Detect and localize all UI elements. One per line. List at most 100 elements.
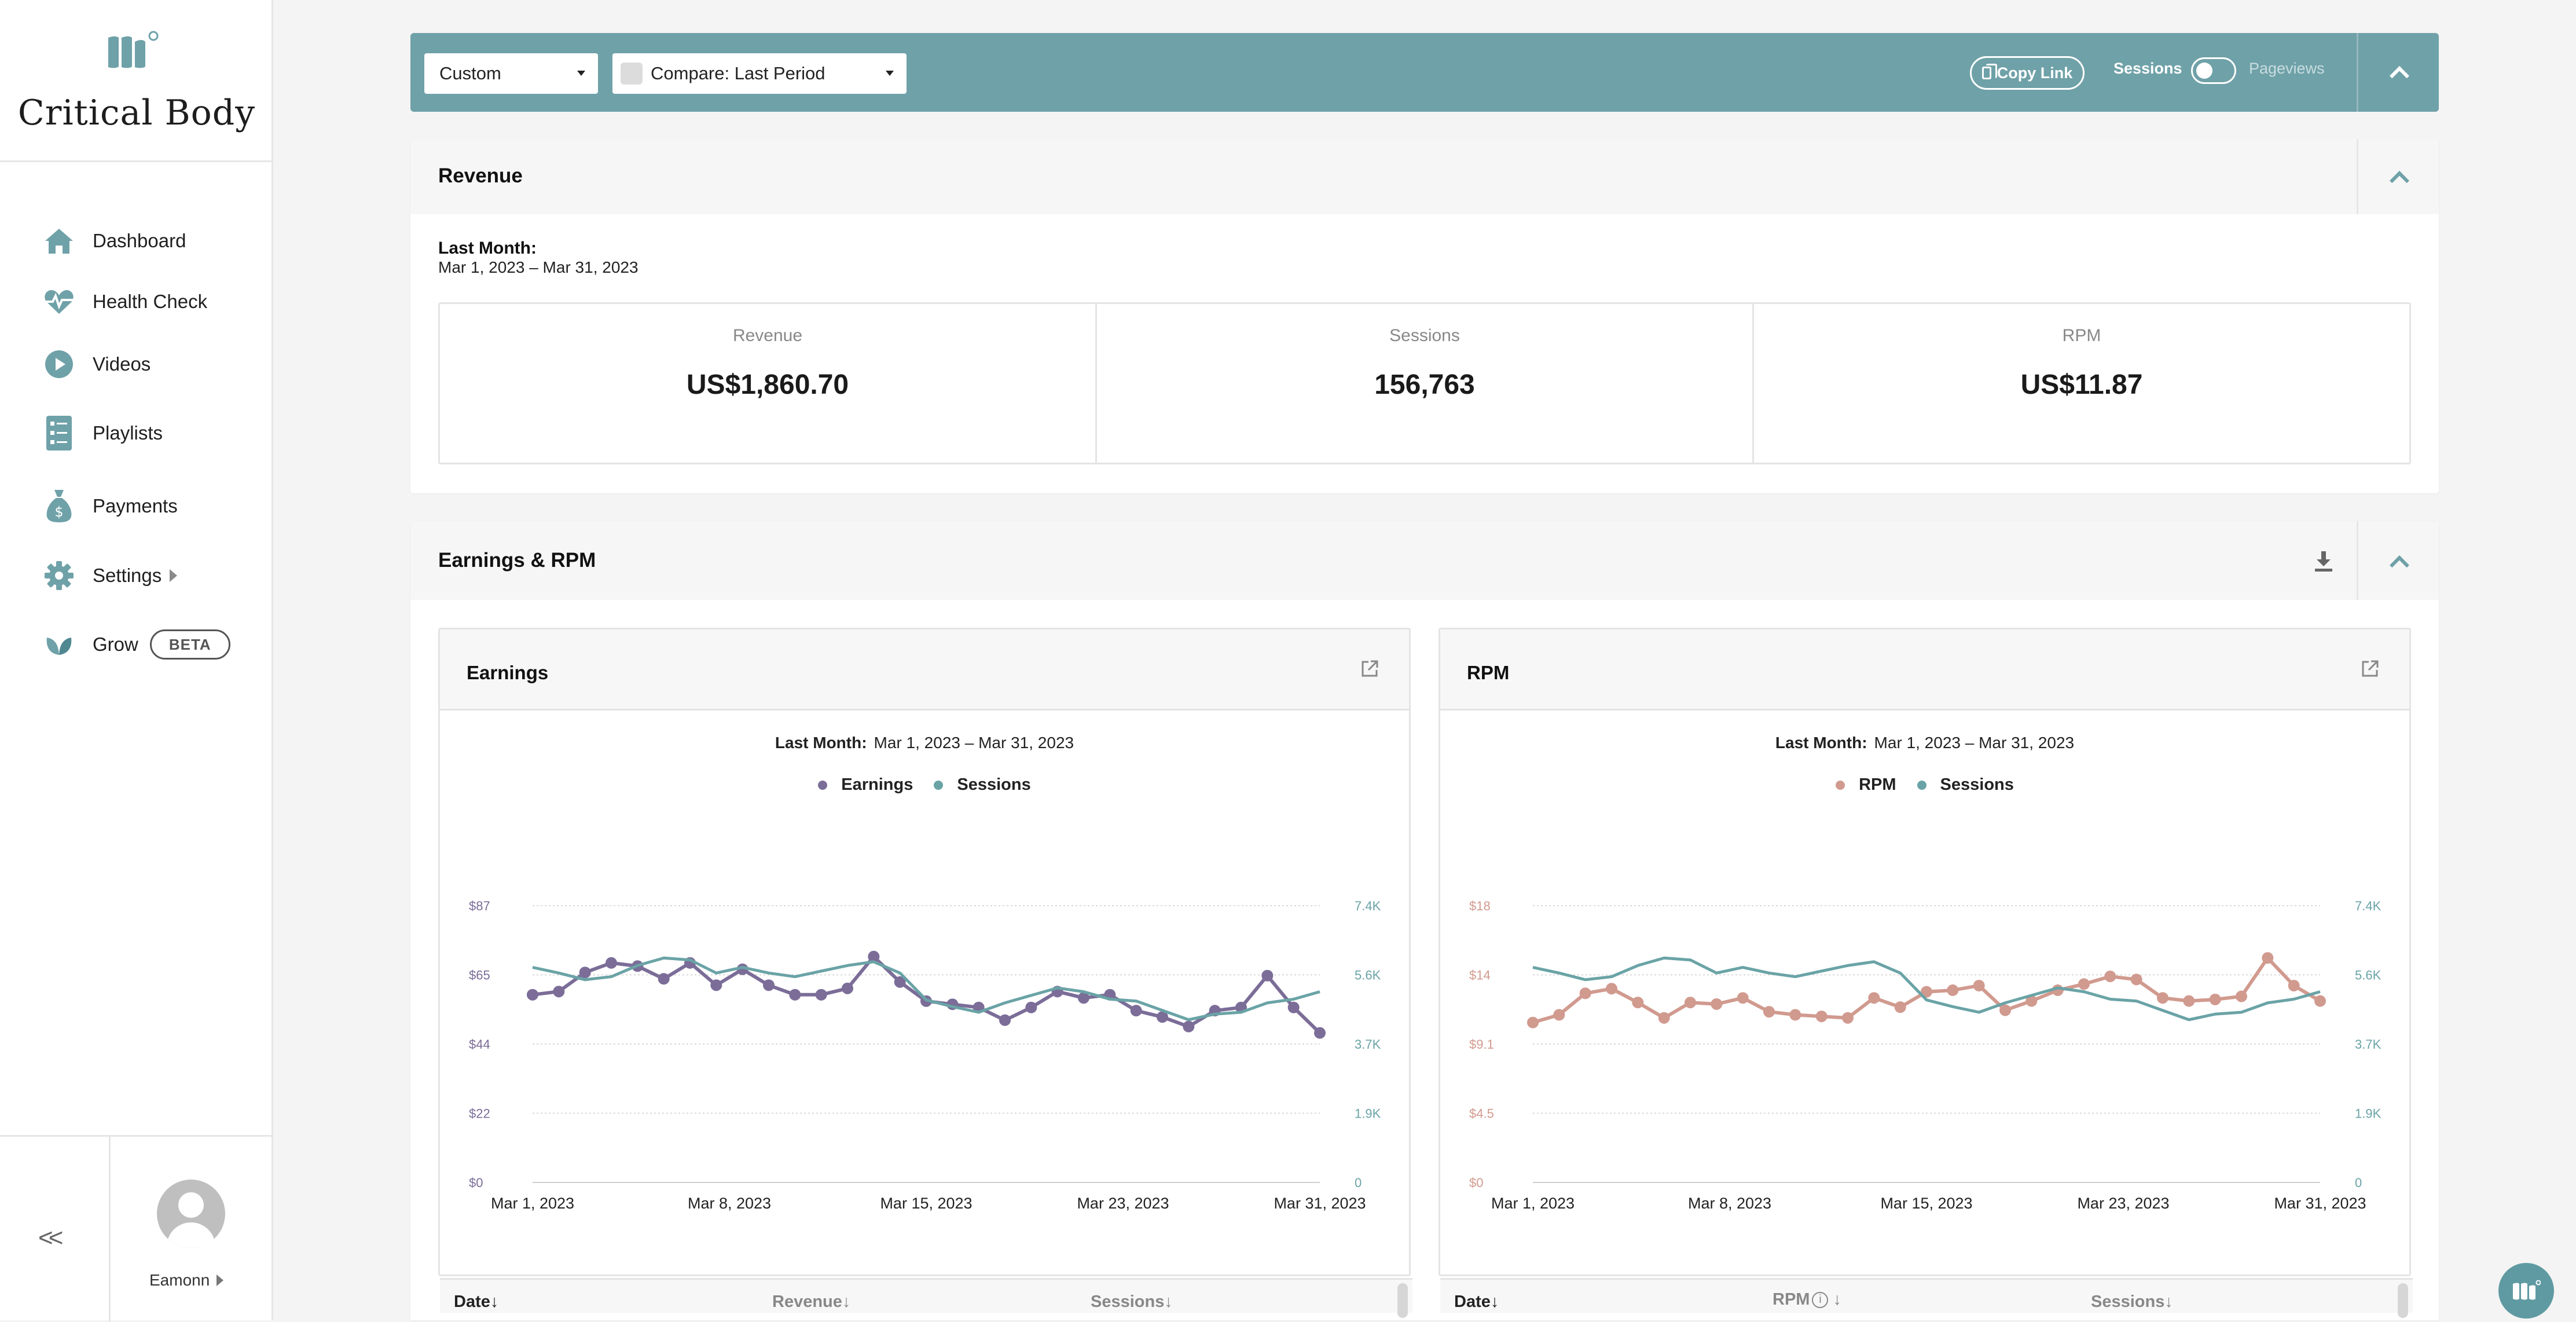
data-point bbox=[1527, 1016, 1539, 1028]
y-tick-label-left: $4.5 bbox=[1469, 1107, 1494, 1121]
compare-value: Compare: Last Period bbox=[651, 63, 825, 83]
sidebar-item-videos[interactable]: Videos bbox=[43, 341, 151, 387]
divider bbox=[2357, 521, 2358, 600]
data-point bbox=[2209, 993, 2221, 1005]
sidebar-item-label: Dashboard bbox=[93, 230, 186, 251]
stat-rpm: RPM US$11.87 bbox=[1754, 304, 2409, 463]
sidebar-item-payments[interactable]: $ Payments bbox=[43, 483, 178, 529]
dropdown-arrow-icon bbox=[577, 71, 585, 76]
column-header-revenue[interactable]: Revenue↓ bbox=[772, 1292, 851, 1311]
stat-value: US$1,860.70 bbox=[686, 369, 849, 400]
brand-name: Critical Body bbox=[17, 93, 256, 133]
copy-link-button[interactable]: Copy Link bbox=[1970, 56, 2085, 90]
data-point bbox=[606, 957, 617, 969]
data-point bbox=[868, 950, 880, 962]
user-menu[interactable]: Eamonn bbox=[149, 1271, 224, 1290]
stat-value: 156,763 bbox=[1374, 369, 1475, 400]
y-tick-label-right: 3.7K bbox=[1355, 1037, 1381, 1052]
data-point bbox=[1314, 1027, 1326, 1039]
download-icon[interactable] bbox=[2314, 550, 2333, 572]
data-point bbox=[553, 986, 565, 998]
username: Eamonn bbox=[149, 1271, 210, 1289]
column-header-rpm[interactable]: RPM i ↓ bbox=[1773, 1290, 1841, 1309]
legend-label: Sessions bbox=[1940, 775, 2014, 794]
external-link-icon[interactable] bbox=[1360, 660, 1379, 678]
data-point bbox=[763, 979, 775, 991]
data-point bbox=[815, 988, 827, 1001]
data-point bbox=[999, 1014, 1011, 1026]
x-tick-label: Mar 1, 2023 bbox=[1491, 1195, 1575, 1212]
legend-item-sessions[interactable]: Sessions bbox=[934, 775, 1031, 794]
toggle-label-sessions: Sessions bbox=[2113, 60, 2182, 77]
y-tick-label-left: $18 bbox=[1469, 899, 1491, 913]
sidebar-item-label: Grow bbox=[93, 633, 138, 655]
sidebar-item-grow[interactable]: Grow BETA bbox=[43, 621, 230, 668]
y-tick-label-right: 1.9K bbox=[1355, 1107, 1381, 1121]
chart-period: Last Month: Mar 1, 2023 – Mar 31, 2023 bbox=[440, 734, 1409, 752]
y-tick-label-left: $0 bbox=[1469, 1175, 1483, 1190]
sidebar-item-playlists[interactable]: Playlists bbox=[43, 410, 163, 456]
stat-value: US$11.87 bbox=[2020, 369, 2143, 400]
info-icon[interactable]: i bbox=[1812, 1291, 1829, 1308]
data-point bbox=[1553, 1009, 1565, 1021]
column-header-date[interactable]: Date↓ bbox=[454, 1292, 499, 1311]
collapse-revenue-button[interactable] bbox=[2358, 139, 2439, 214]
sessions-pageviews-toggle[interactable] bbox=[2191, 57, 2236, 84]
y-tick-label-right: 7.4K bbox=[1355, 899, 1381, 913]
data-point bbox=[2157, 992, 2168, 1004]
legend-item-earnings[interactable]: Earnings bbox=[818, 775, 913, 794]
compare-select[interactable]: Compare: Last Period bbox=[612, 53, 907, 94]
x-tick-label: Mar 31, 2023 bbox=[1274, 1195, 1366, 1212]
sidebar-item-label: Payments bbox=[93, 495, 178, 517]
beta-badge: BETA bbox=[149, 629, 230, 660]
data-point bbox=[1606, 983, 1617, 995]
y-tick-label-right: 5.6K bbox=[1355, 968, 1381, 983]
data-point bbox=[1921, 986, 1932, 998]
copy-icon bbox=[1981, 64, 1997, 79]
chevron-up-icon bbox=[2390, 555, 2409, 575]
stat-title: RPM bbox=[2062, 326, 2101, 345]
data-point bbox=[1130, 1005, 1142, 1017]
sidebar-item-label: Settings bbox=[93, 565, 162, 586]
money-bag-icon: $ bbox=[43, 490, 75, 522]
avatar[interactable] bbox=[157, 1180, 225, 1248]
column-header-date[interactable]: Date↓ bbox=[1454, 1292, 1499, 1311]
divider bbox=[2357, 139, 2358, 214]
chevron-right-icon bbox=[170, 569, 178, 582]
card-title: Earnings bbox=[467, 662, 549, 683]
stat-sessions: Sessions 156,763 bbox=[1097, 304, 1754, 463]
sidebar-item-settings[interactable]: Settings bbox=[43, 552, 178, 599]
legend-dot bbox=[818, 780, 828, 790]
column-header-sessions[interactable]: Sessions↓ bbox=[1091, 1292, 1173, 1311]
earnings-chart-card: Earnings Last Month: Mar 1, 2023 – Mar 31… bbox=[438, 628, 1412, 1318]
y-tick-label-right: 0 bbox=[1355, 1175, 1362, 1190]
rpm-table-header: Date↓ RPM i ↓ Sessions↓ bbox=[1440, 1278, 2413, 1318]
scrollbar[interactable] bbox=[1397, 1283, 1408, 1318]
data-point bbox=[1287, 1001, 1300, 1013]
panel-title: Earnings & RPM bbox=[438, 549, 596, 572]
external-link-icon[interactable] bbox=[2361, 660, 2379, 678]
data-point bbox=[1842, 1012, 1854, 1024]
legend-item-sessions[interactable]: Sessions bbox=[1917, 775, 2014, 794]
collapse-earnings-button[interactable] bbox=[2358, 521, 2439, 600]
scrollbar[interactable] bbox=[2398, 1283, 2408, 1318]
sidebar-item-health-check[interactable]: Health Check bbox=[43, 279, 207, 325]
collapse-filter-button[interactable] bbox=[2358, 33, 2439, 112]
sidebar-item-dashboard[interactable]: Dashboard bbox=[43, 218, 186, 264]
chart-period-range: Mar 1, 2023 – Mar 31, 2023 bbox=[1874, 734, 2075, 752]
sidebar-item-label: Playlists bbox=[93, 422, 163, 444]
stat-title: Sessions bbox=[1389, 326, 1460, 345]
brand-logo-icon[interactable] bbox=[107, 29, 165, 81]
legend-item-rpm[interactable]: RPM bbox=[1836, 775, 1896, 794]
collapse-sidebar-button[interactable]: << bbox=[38, 1224, 63, 1252]
date-range-select[interactable]: Custom bbox=[424, 53, 598, 94]
data-point bbox=[2236, 990, 2247, 1002]
y-tick-label-right: 7.4K bbox=[2355, 899, 2381, 913]
data-point bbox=[789, 988, 801, 1001]
legend-label: RPM bbox=[1859, 775, 1896, 794]
y-tick-label-left: $14 bbox=[1469, 968, 1491, 983]
help-chat-button[interactable] bbox=[2498, 1263, 2554, 1319]
data-point bbox=[2078, 978, 2090, 990]
column-header-sessions[interactable]: Sessions↓ bbox=[2091, 1292, 2173, 1311]
data-point bbox=[1685, 997, 1696, 1009]
